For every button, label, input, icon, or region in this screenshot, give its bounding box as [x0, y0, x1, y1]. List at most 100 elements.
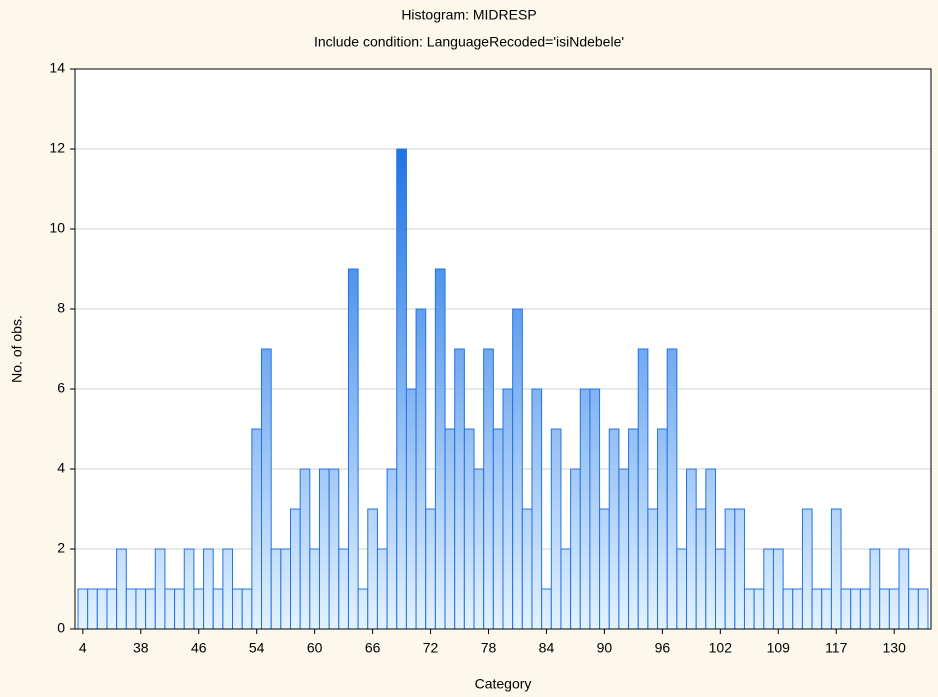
- bar: [241, 588, 253, 630]
- x-tick-label: 117: [825, 640, 848, 656]
- x-tick-label: 90: [597, 640, 613, 656]
- bar: [724, 508, 736, 630]
- bar: [261, 348, 272, 630]
- bar: [608, 428, 620, 630]
- x-tick-label: 96: [655, 640, 671, 656]
- bar: [232, 588, 243, 630]
- bar: [579, 388, 591, 630]
- y-tick-label: 2: [57, 540, 65, 556]
- bar: [425, 508, 436, 630]
- bar: [444, 428, 456, 630]
- x-tick-label: 66: [365, 640, 381, 656]
- x-axis-label: Category: [475, 676, 532, 692]
- bar: [415, 308, 427, 630]
- bar: [512, 308, 523, 630]
- bar: [299, 468, 311, 630]
- x-tick-label: 46: [191, 640, 207, 656]
- bar: [125, 588, 137, 630]
- bar: [106, 588, 118, 630]
- x-tick-label: 4: [79, 640, 87, 656]
- bar: [222, 548, 234, 630]
- bar: [898, 548, 910, 630]
- bar: [463, 428, 475, 630]
- bar: [328, 468, 340, 630]
- bar: [212, 588, 224, 630]
- bar: [376, 548, 388, 630]
- bar: [666, 348, 678, 630]
- bar: [531, 388, 543, 630]
- bar: [695, 508, 707, 630]
- chart-subtitle: Include condition: LanguageRecoded='isiN…: [314, 34, 624, 50]
- bar: [357, 588, 369, 630]
- bar: [290, 508, 301, 630]
- bar: [434, 268, 446, 630]
- bar: [96, 588, 108, 630]
- bar: [821, 588, 832, 630]
- bar: [917, 588, 929, 630]
- bar: [203, 548, 214, 630]
- y-tick-label: 0: [57, 620, 65, 636]
- y-tick-label: 6: [57, 380, 65, 396]
- bar: [483, 348, 494, 630]
- bar: [676, 548, 688, 630]
- bar: [367, 508, 378, 630]
- bar: [753, 588, 765, 630]
- bar: [705, 468, 716, 630]
- x-tick-label: 102: [709, 640, 733, 656]
- plot-frame: [74, 68, 932, 630]
- bar: [811, 588, 823, 630]
- bar: [270, 548, 282, 630]
- bar: [193, 588, 205, 630]
- bar: [174, 588, 185, 630]
- bar: [135, 588, 147, 630]
- bar: [859, 588, 871, 630]
- bar: [87, 588, 98, 630]
- y-tick-label: 8: [57, 300, 65, 316]
- bar: [251, 428, 263, 630]
- bar: [908, 588, 919, 630]
- bar: [879, 588, 890, 630]
- bar: [347, 268, 359, 630]
- bar: [647, 508, 659, 630]
- bar: [570, 468, 581, 630]
- x-tick-label: 84: [539, 640, 555, 656]
- y-tick-label: 10: [49, 220, 65, 236]
- bar: [850, 588, 861, 630]
- y-tick-label: 12: [49, 140, 65, 156]
- bar: [840, 588, 852, 630]
- bar: [772, 548, 784, 630]
- bar: [599, 508, 610, 630]
- bar: [502, 388, 514, 630]
- bar: [164, 588, 176, 630]
- x-tick-label: 72: [423, 640, 439, 656]
- y-tick-label: 4: [57, 460, 65, 476]
- bar: [628, 428, 639, 630]
- bar: [830, 508, 842, 630]
- bar: [657, 428, 668, 630]
- x-tick-label: 60: [307, 640, 323, 656]
- bar: [763, 548, 774, 630]
- bar: [492, 428, 504, 630]
- bar: [869, 548, 881, 630]
- bar: [801, 508, 813, 630]
- bar: [734, 508, 745, 630]
- bar: [405, 388, 417, 630]
- x-tick-label: 109: [767, 640, 791, 656]
- bar: [280, 548, 292, 630]
- x-tick-label: 78: [481, 640, 497, 656]
- bar: [77, 588, 89, 630]
- bar: [541, 588, 552, 630]
- bar: [318, 468, 330, 630]
- bar: [338, 548, 349, 630]
- bar: [888, 588, 900, 630]
- bar: [618, 468, 630, 630]
- bar: [386, 468, 398, 630]
- bar: [589, 388, 601, 630]
- bar: [550, 428, 562, 630]
- bar: [560, 548, 572, 630]
- bar: [743, 588, 755, 630]
- bar: [116, 548, 127, 630]
- bar: [145, 588, 156, 630]
- x-tick-label: 130: [883, 640, 907, 656]
